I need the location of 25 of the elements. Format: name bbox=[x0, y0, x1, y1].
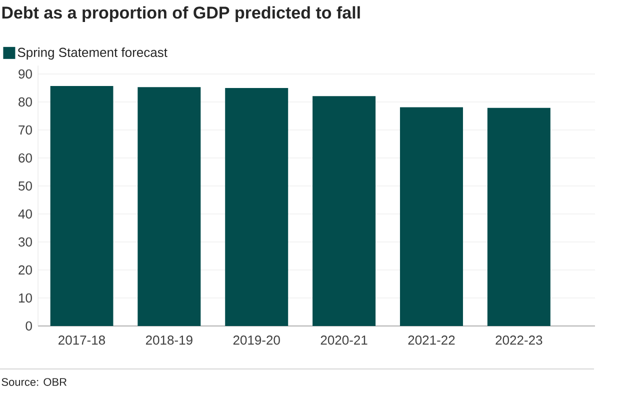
chart-title: Debt as a proportion of GDP predicted to fall bbox=[2, 6, 360, 22]
bar bbox=[138, 87, 201, 326]
y-tick-label: 50 bbox=[18, 181, 32, 191]
y-tick-label: 20 bbox=[18, 265, 32, 275]
y-tick-label: 70 bbox=[18, 125, 32, 135]
bar bbox=[225, 88, 288, 326]
x-tick-label: 2019-20 bbox=[233, 336, 280, 345]
y-tick-label: 40 bbox=[18, 209, 32, 219]
y-tick-label: 90 bbox=[18, 69, 32, 79]
bar bbox=[487, 108, 550, 326]
y-tick-label: 0 bbox=[26, 321, 32, 331]
x-tick-label: 2022-23 bbox=[496, 336, 542, 345]
x-tick-label: 2021-22 bbox=[408, 336, 455, 345]
source-note: Source: OBR bbox=[2, 378, 67, 386]
y-tick-label: 80 bbox=[18, 97, 32, 107]
bar bbox=[50, 86, 114, 326]
x-tick-label: 2018-19 bbox=[146, 336, 192, 345]
bar bbox=[400, 107, 463, 326]
x-tick-label: 2020-21 bbox=[320, 336, 368, 345]
y-tick-label: 30 bbox=[18, 237, 32, 247]
bar bbox=[312, 96, 376, 326]
x-tick-label: 2017-18 bbox=[58, 336, 106, 345]
y-tick-label: 10 bbox=[19, 293, 32, 303]
legend-label: Spring Statement forecast bbox=[18, 47, 168, 60]
y-tick-label: 60 bbox=[18, 153, 32, 163]
